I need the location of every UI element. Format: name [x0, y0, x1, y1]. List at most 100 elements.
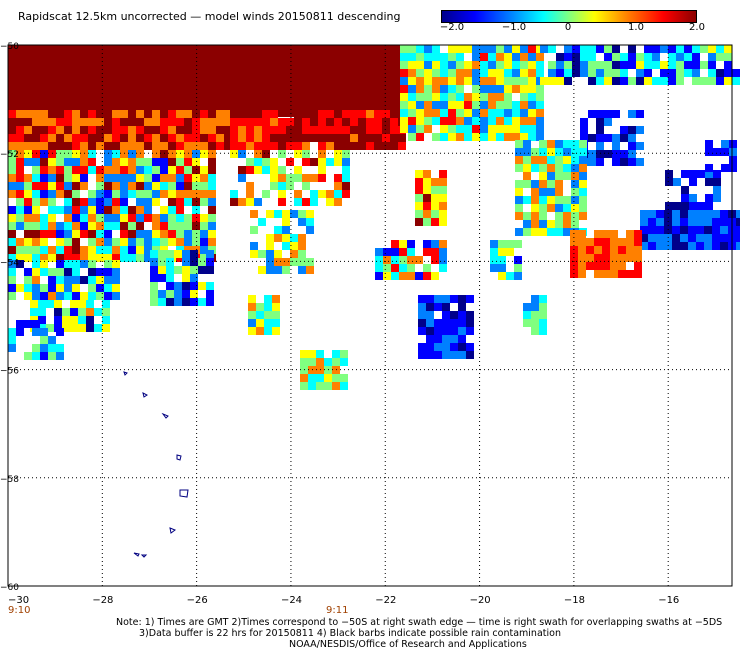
wind-cell [400, 85, 408, 93]
wind-cell [168, 53, 176, 61]
wind-cell [56, 118, 64, 126]
wind-cell [296, 93, 304, 101]
wind-cell [628, 142, 636, 150]
wind-cell [120, 118, 128, 126]
wind-cell [697, 170, 705, 178]
wind-cell [434, 343, 442, 351]
wind-cell [72, 150, 80, 158]
wind-cell [531, 156, 539, 164]
wind-cell [168, 69, 176, 77]
wind-cell [520, 45, 528, 53]
wind-cell [340, 374, 348, 382]
wind-cell [488, 53, 496, 61]
wind-cell [594, 238, 602, 246]
wind-cell [254, 198, 262, 206]
wind-cell [192, 206, 200, 214]
wind-cell [450, 311, 458, 319]
wind-cell [184, 134, 192, 142]
wind-cell [374, 118, 382, 126]
wind-cell [160, 230, 168, 238]
wind-cell [390, 126, 398, 134]
wind-cell [708, 53, 716, 61]
wind-cell [705, 194, 713, 202]
wind-cell [256, 85, 264, 93]
wind-cell [40, 61, 48, 69]
wind-cell [120, 246, 128, 254]
wind-cell [308, 382, 316, 390]
wind-cell [724, 53, 732, 61]
wind-cell [64, 284, 72, 292]
wind-cell [80, 53, 88, 61]
wind-cell [644, 69, 652, 77]
wind-cell [506, 272, 514, 280]
wind-cell [515, 180, 523, 188]
wind-cell [88, 158, 96, 166]
wind-cell [168, 85, 176, 93]
wind-cell [64, 134, 72, 142]
wind-cell [136, 238, 144, 246]
wind-cell [78, 316, 86, 324]
wind-cell [464, 109, 472, 117]
wind-cell [254, 110, 262, 118]
wind-cell [720, 218, 728, 226]
wind-cell [324, 358, 332, 366]
wind-cell [62, 308, 70, 316]
wind-cell [166, 258, 174, 266]
wind-cell [96, 101, 104, 109]
wind-cell [539, 327, 547, 335]
wind-cell [40, 260, 48, 268]
wind-cell [8, 93, 16, 101]
pass-time-label: 9:11 [326, 605, 348, 616]
wind-cell [46, 324, 54, 332]
wind-cell [588, 158, 596, 166]
wind-cell [160, 110, 168, 118]
wind-cell [304, 69, 312, 77]
wind-cell [112, 134, 120, 142]
wind-cell [400, 109, 408, 117]
wind-cell [282, 242, 290, 250]
wind-cell [578, 270, 586, 278]
wind-cell [144, 158, 152, 166]
wind-cell [32, 320, 40, 328]
wind-cell [152, 166, 160, 174]
wind-cell [344, 53, 352, 61]
wind-cell [48, 166, 56, 174]
wind-cell [168, 61, 176, 69]
wind-cell [408, 117, 416, 125]
wind-cell [665, 170, 673, 178]
wind-cell [64, 222, 72, 230]
wind-cell [596, 61, 604, 69]
wind-cell [416, 125, 424, 133]
wind-cell [490, 264, 498, 272]
wind-cell [439, 178, 447, 186]
wind-cell [40, 284, 48, 292]
wind-cell [200, 118, 208, 126]
wind-cell [376, 77, 384, 85]
wind-cell [588, 134, 596, 142]
wind-cell [280, 69, 288, 77]
wind-cell [238, 150, 246, 158]
wind-cell [504, 61, 512, 69]
wind-cell [318, 158, 326, 166]
wind-cell [224, 69, 232, 77]
wind-cell [168, 150, 176, 158]
wind-cell [182, 298, 190, 306]
wind-cell [176, 69, 184, 77]
wind-cell [72, 101, 80, 109]
wind-cell [472, 125, 480, 133]
wind-cell [120, 158, 128, 166]
wind-cell [375, 256, 383, 264]
wind-cell [496, 61, 504, 69]
wind-cell [578, 262, 586, 270]
wind-cells [8, 45, 740, 390]
wind-cell [316, 350, 324, 358]
wind-cell [536, 125, 544, 133]
wind-cell [136, 150, 144, 158]
wind-cell [240, 53, 248, 61]
wind-cell [32, 344, 40, 352]
wind-cell [392, 45, 400, 53]
wind-cell [254, 118, 262, 126]
wind-cell [16, 254, 24, 262]
wind-cell [712, 242, 720, 250]
wind-cell [579, 180, 587, 188]
